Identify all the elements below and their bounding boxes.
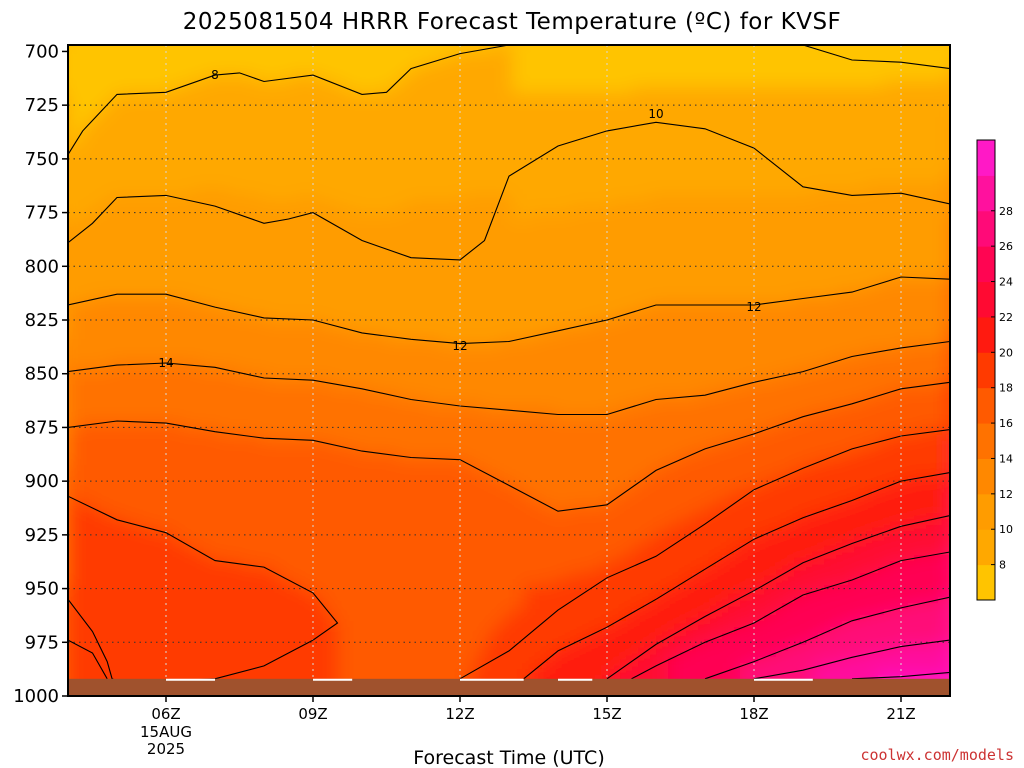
contour-line-18 (459, 429, 950, 680)
temperature-fills (68, 45, 950, 696)
x-tick-label: 15Z (592, 705, 621, 723)
colorbar-segment (977, 281, 995, 318)
ground-surface (68, 678, 950, 696)
colorbar-label: 16 (999, 417, 1013, 430)
contour-line-26 (704, 596, 950, 680)
plot-frame (67, 44, 951, 697)
contour-label: 12 (452, 339, 467, 353)
colorbar-label: 18 (999, 382, 1013, 395)
contour-labels: 8 10 12 12 14 (158, 68, 813, 681)
x-tick-label: 09Z (298, 705, 327, 723)
colorbar-label: 8 (999, 559, 1006, 572)
contour-line-14 (68, 340, 950, 416)
colorbar-label: 24 (999, 276, 1013, 289)
contour-label: 14 (158, 356, 173, 370)
x-axis-title: Forecast Time (UTC) (413, 747, 604, 768)
colorbar-label: 10 (999, 523, 1013, 536)
contour-line-22 (606, 514, 950, 680)
colorbar-label: 14 (999, 452, 1013, 465)
colorbar-frame (976, 139, 996, 601)
colorbar-segment (977, 423, 995, 459)
colorbar-segment (977, 529, 995, 566)
x-tick-label: 18Z (739, 705, 768, 723)
colorbar-segment (977, 458, 995, 495)
contour-line-12 (68, 276, 950, 345)
x-tick-label: 12Z (445, 705, 474, 723)
y-tick-label: 1000 (13, 686, 59, 707)
colorbar-segment (977, 387, 995, 424)
colorbar-segment (977, 140, 995, 176)
x-axis: 06Z 09Z 12Z 15Z 18Z 21Z (151, 696, 916, 723)
credit-link[interactable]: coolwx.com/models (860, 746, 1014, 764)
chart-title: 2025081504 HRRR Forecast Temperature (ºC… (183, 9, 842, 35)
contour-line-30 (851, 671, 950, 680)
y-axis: 700 725 750 775 800 825 850 875 900 925 950 975 1000 (13, 41, 68, 707)
contour-label: 8 (211, 68, 219, 82)
colorbar-label: 26 (999, 240, 1013, 253)
y-tick-label: 700 (25, 41, 59, 62)
contour-line-20 (523, 472, 950, 680)
temperature-field (68, 45, 950, 696)
y-tick-label: 925 (25, 525, 59, 546)
colorbar-label: 22 (999, 311, 1013, 324)
y-tick-label: 950 (25, 579, 59, 600)
y-tick-label: 750 (25, 149, 59, 170)
colorbar-label: 28 (999, 205, 1013, 218)
y-tick-label: 725 (25, 95, 59, 116)
y-tick-label: 900 (25, 471, 59, 492)
contour-line-16 (68, 381, 950, 512)
y-tick-label: 825 (25, 310, 59, 331)
colorbar-segment (977, 316, 995, 353)
contour-line-18 (68, 639, 108, 680)
contour-label: 12 (746, 300, 761, 314)
x-date-day: 15AUG (140, 723, 192, 741)
y-tick-label: 775 (25, 203, 59, 224)
contour-line-18 (68, 495, 339, 682)
contour-line-28 (753, 639, 950, 680)
colorbar-segment (977, 246, 995, 283)
colorbar-label: 20 (999, 346, 1013, 359)
colorbar-segment (977, 210, 995, 247)
x-tick-label: 21Z (886, 705, 915, 723)
y-tick-label: 800 (25, 256, 59, 277)
colorbar-label: 12 (999, 488, 1013, 501)
colorbar-segment (977, 493, 995, 530)
gridlines (68, 45, 950, 696)
contour-line-8 (802, 45, 950, 70)
contour-line-8 (68, 121, 950, 261)
contour-lines (68, 45, 950, 682)
plot-area: 8 10 12 12 14 (68, 45, 950, 696)
colorbar-segment (977, 352, 995, 389)
contour-line-24 (631, 551, 950, 680)
colorbar-segment (977, 175, 995, 212)
x-date-year: 2025 (147, 740, 185, 758)
x-tick-label: 06Z (151, 705, 180, 723)
colorbar-segment (977, 564, 995, 601)
contour-label: 10 (648, 107, 663, 121)
contour-line-8 (68, 45, 510, 155)
colorbar: 8 10 12 14 16 18 20 22 24 26 28 (976, 139, 1013, 601)
y-tick-label: 975 (25, 632, 59, 653)
y-tick-label: 875 (25, 417, 59, 438)
y-tick-label: 850 (25, 364, 59, 385)
